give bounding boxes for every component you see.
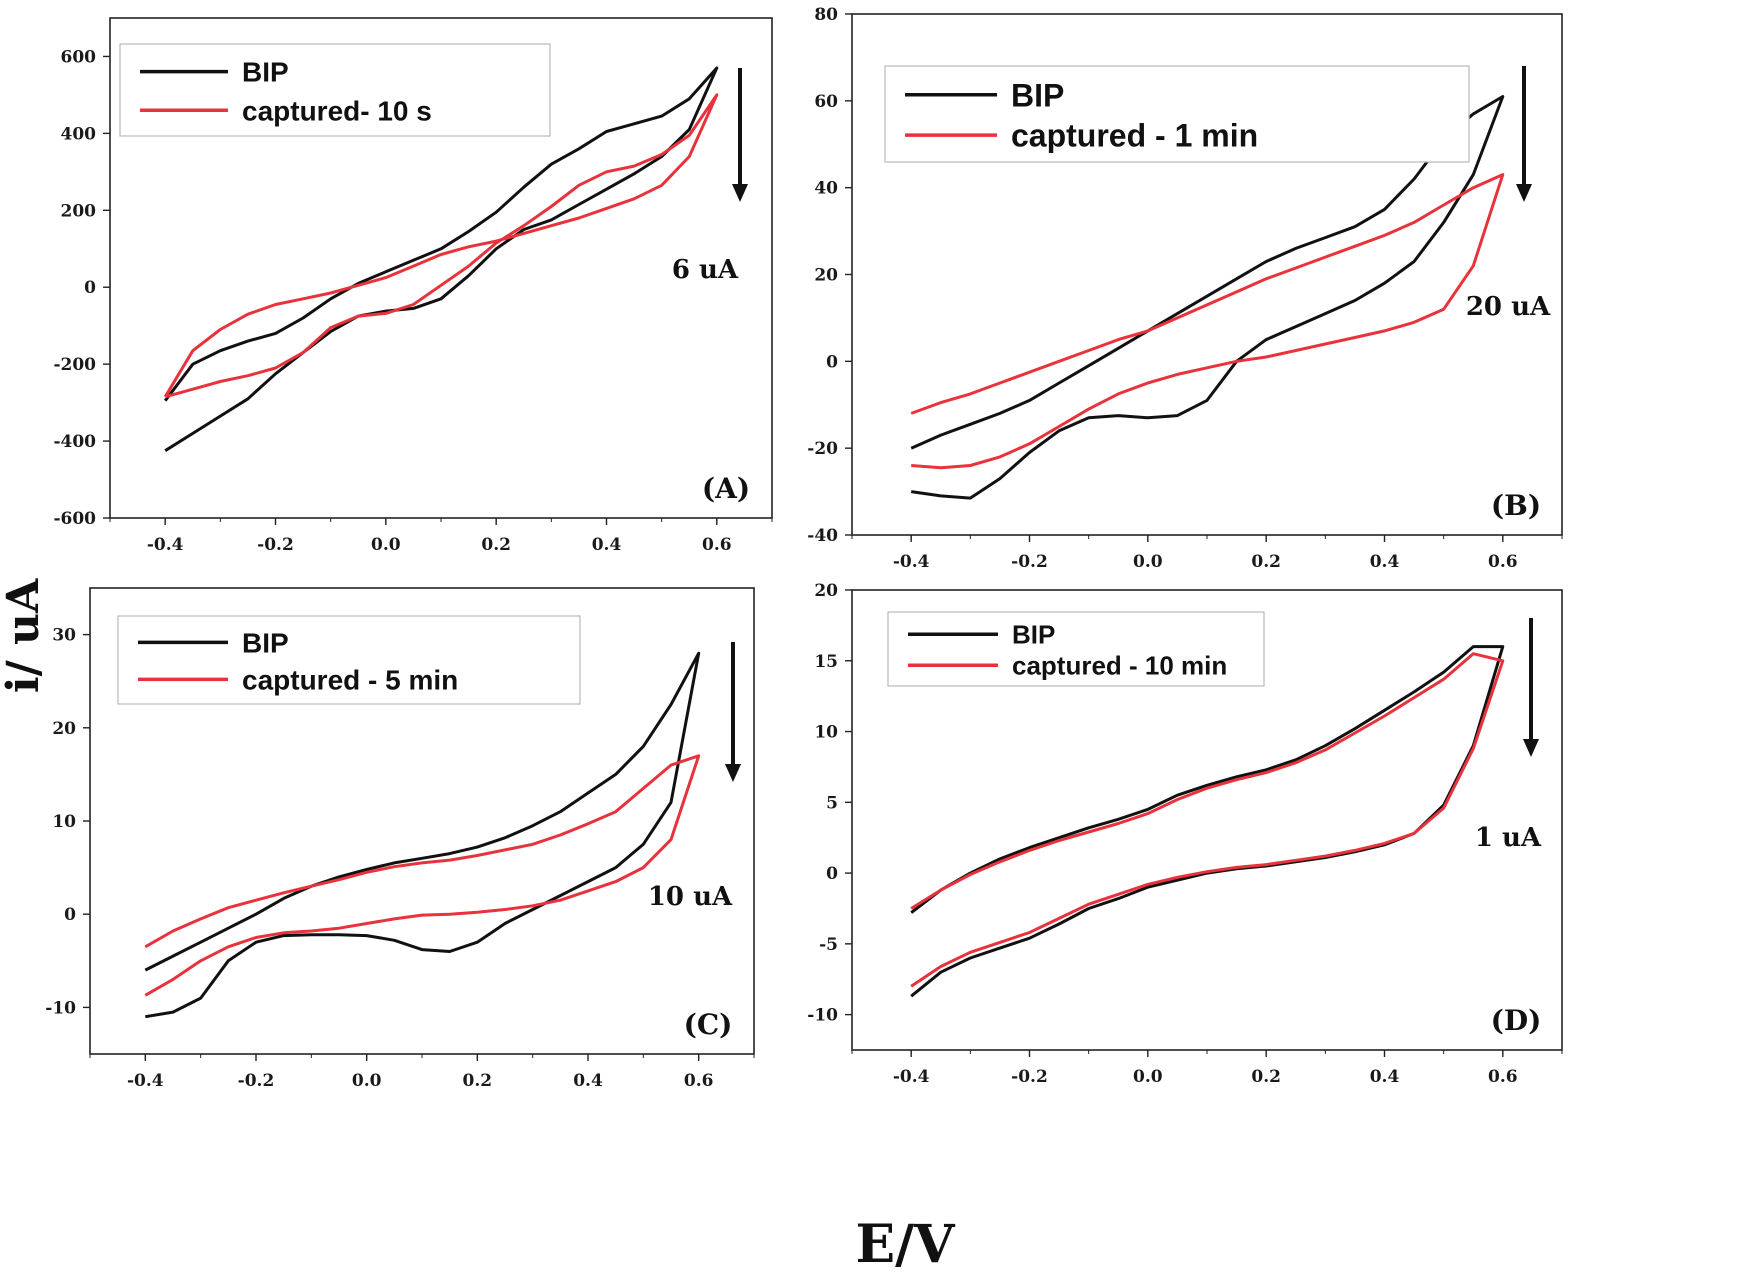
panel-d: -0.4 -0.2 0.0 0.2 0.4 0.6 -10 -5 0 5 10 15 20 BIPcapt… bbox=[807, 581, 1563, 1087]
y-tick-label: 30 bbox=[52, 626, 76, 646]
series-line-captured bbox=[163, 93, 719, 399]
scale-annotation: 1 uA bbox=[1475, 823, 1542, 853]
x-tick-label: 0.0 bbox=[1133, 552, 1163, 572]
x-tick-label: 0.0 bbox=[352, 1071, 382, 1091]
y-tick-label: 20 bbox=[52, 719, 76, 739]
x-tick-label: -0.4 bbox=[127, 1071, 164, 1091]
legend-label: captured - 10 min bbox=[1012, 651, 1227, 681]
y-tick-label: 80 bbox=[814, 5, 838, 25]
legend-label: BIP bbox=[242, 57, 289, 88]
series-line-bip bbox=[144, 651, 701, 1019]
x-tick-label: 0.0 bbox=[371, 535, 401, 555]
series-line-bip bbox=[910, 645, 1505, 998]
x-tick-label: 0.6 bbox=[684, 1071, 714, 1091]
legend-box bbox=[884, 65, 1470, 163]
x-tick-label: -0.4 bbox=[893, 552, 930, 572]
legend-box bbox=[117, 615, 581, 705]
legend-label: captured- 10 s bbox=[242, 95, 432, 126]
x-tick-label: -0.2 bbox=[1011, 552, 1048, 572]
down-arrow-head-icon bbox=[1516, 184, 1532, 202]
y-tick-label: 20 bbox=[814, 581, 838, 601]
x-tick-label: -0.2 bbox=[257, 535, 294, 555]
y-tick-label: 0 bbox=[826, 352, 838, 372]
y-tick-label: 40 bbox=[814, 179, 838, 199]
x-tick-label: 0.4 bbox=[1370, 552, 1400, 572]
y-tick-label: -10 bbox=[807, 1006, 838, 1026]
x-tick-label: 0.2 bbox=[481, 535, 511, 555]
panel-c: -0.4 -0.2 0.0 0.2 0.4 0.6 -10 0 10 20 30 BIP capture… bbox=[45, 587, 755, 1091]
x-tick-label: 0.2 bbox=[1251, 552, 1281, 572]
y-tick-label: 400 bbox=[61, 124, 97, 144]
y-tick-label: 5 bbox=[826, 793, 838, 813]
x-tick-label: 0.6 bbox=[702, 535, 732, 555]
series-line-captured bbox=[910, 173, 1505, 470]
x-tick-label: 0.4 bbox=[573, 1071, 603, 1091]
down-arrow-head-icon bbox=[725, 764, 741, 782]
legend: BIP captured - 1 min bbox=[884, 65, 1470, 163]
x-tick-label: 0.6 bbox=[1488, 552, 1518, 572]
x-tick-label: 0.2 bbox=[1251, 1067, 1281, 1087]
scale-annotation: 20 uA bbox=[1466, 292, 1551, 322]
y-tick-label: 200 bbox=[61, 201, 97, 221]
y-tick-label: -600 bbox=[53, 509, 96, 529]
legend-label: BIP bbox=[242, 627, 289, 658]
x-tick-label: 0.4 bbox=[1370, 1067, 1400, 1087]
panel-label: (D) bbox=[1491, 1004, 1542, 1037]
panel-label: (A) bbox=[702, 472, 750, 505]
x-tick-label: -0.4 bbox=[893, 1067, 930, 1087]
legend-label: BIP bbox=[1012, 620, 1055, 650]
y-tick-label: -5 bbox=[819, 935, 838, 955]
y-tick-label: -10 bbox=[45, 998, 76, 1018]
y-tick-label: 0 bbox=[84, 278, 96, 298]
legend-label: captured - 5 min bbox=[242, 664, 458, 695]
y-tick-label: 10 bbox=[52, 812, 76, 832]
y-tick-label: -400 bbox=[53, 432, 96, 452]
legend-label: captured - 1 min bbox=[1011, 118, 1258, 154]
x-axis-title: E/V bbox=[856, 1214, 957, 1274]
series-line-bip bbox=[910, 95, 1505, 500]
legend: BIP captured - 5 min bbox=[117, 615, 581, 705]
x-tick-label: -0.2 bbox=[1011, 1067, 1048, 1087]
y-tick-label: -40 bbox=[807, 526, 838, 546]
y-axis-title: i/ uA bbox=[0, 578, 49, 693]
y-tick-label: 15 bbox=[814, 652, 838, 672]
y-tick-label: -200 bbox=[53, 355, 96, 375]
series-line-captured bbox=[144, 754, 701, 997]
legend-label: BIP bbox=[1011, 77, 1064, 113]
scale-annotation: 6 uA bbox=[672, 255, 739, 285]
legend: BIP captured- 10 s bbox=[119, 43, 551, 137]
down-arrow-head-icon bbox=[1523, 739, 1539, 757]
series-line-captured bbox=[910, 652, 1505, 988]
x-tick-label: -0.2 bbox=[238, 1071, 275, 1091]
y-tick-label: 60 bbox=[814, 92, 838, 112]
legend-box bbox=[887, 611, 1265, 687]
scale-annotation: 10 uA bbox=[648, 882, 733, 912]
x-tick-label: 0.6 bbox=[1488, 1067, 1518, 1087]
panel-label: (B) bbox=[1491, 489, 1541, 522]
panel-a: -0.4 -0.2 0.0 0.2 0.4 0.6 -600 -400 -200 0 200 400 6… bbox=[53, 17, 773, 555]
y-tick-label: 10 bbox=[814, 723, 838, 743]
panel-label: (C) bbox=[684, 1008, 733, 1041]
y-tick-label: -20 bbox=[807, 439, 838, 459]
y-tick-label: 0 bbox=[64, 905, 76, 925]
y-tick-label: 600 bbox=[61, 47, 97, 67]
y-tick-label: 0 bbox=[826, 864, 838, 884]
x-tick-label: 0.4 bbox=[592, 535, 622, 555]
y-tick-label: 20 bbox=[814, 266, 838, 286]
panel-b: -0.4 -0.2 0.0 0.2 0.4 0.6 -40 -20 0 20 40 60 80 BIP ca… bbox=[807, 5, 1563, 572]
x-tick-label: 0.2 bbox=[463, 1071, 493, 1091]
x-tick-label: -0.4 bbox=[147, 535, 184, 555]
x-tick-label: 0.0 bbox=[1133, 1067, 1163, 1087]
down-arrow-head-icon bbox=[732, 184, 748, 202]
legend-box bbox=[119, 43, 551, 137]
